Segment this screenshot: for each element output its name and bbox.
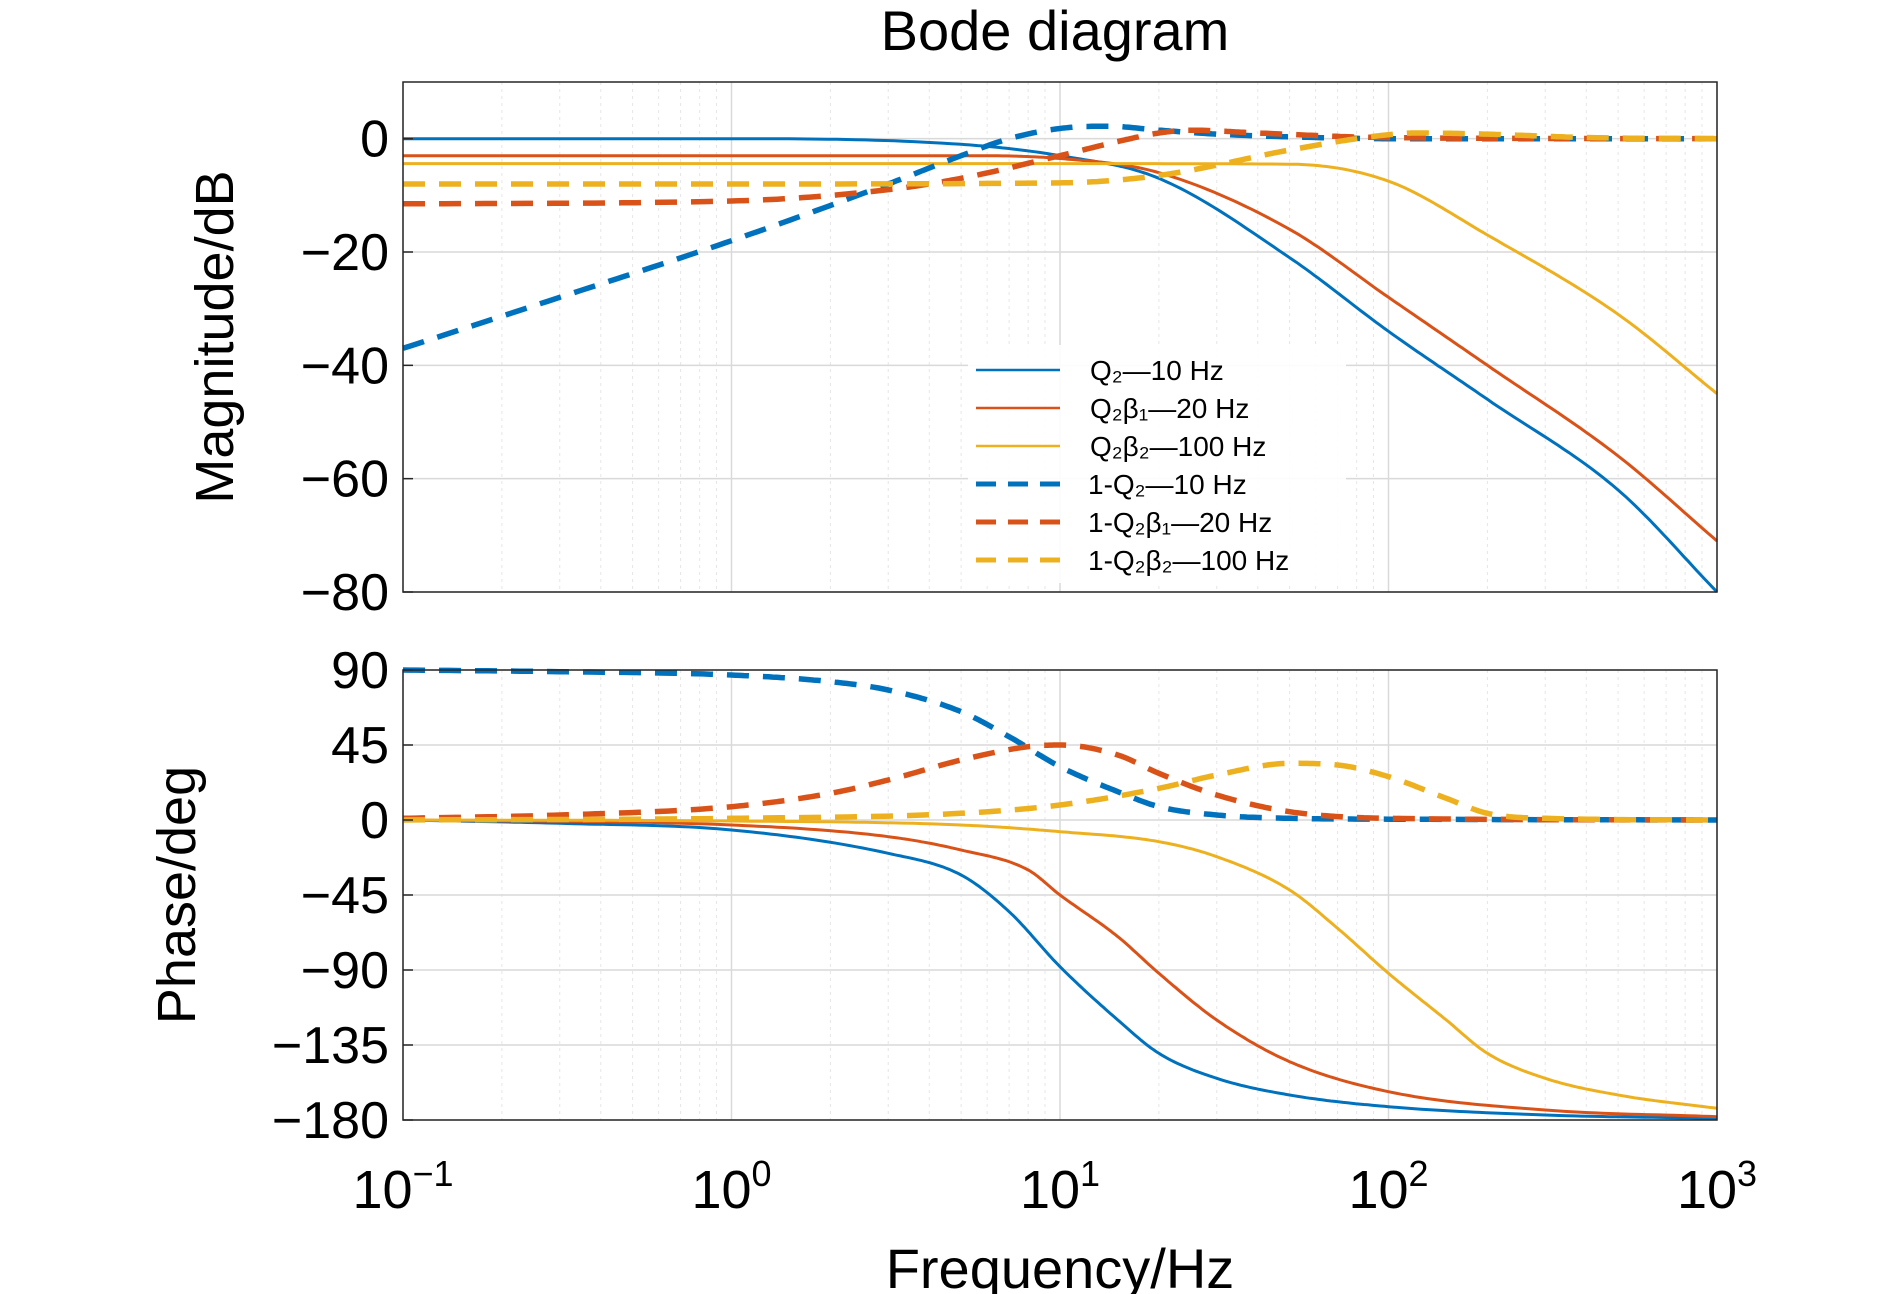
legend-entry: Q₂β₂—100 Hz [1090,431,1266,462]
phase-y-tick-label: −45 [301,867,389,925]
phase-y-ticks: 90 45 0 −45 −90 −135 −180 [272,642,413,1150]
legend-entry: 1-Q₂β₂—100 Hz [1088,545,1289,576]
phase-series [402,667,1718,1120]
magnitude-y-tick-label: −60 [301,451,389,509]
phase-y-label: Phase/deg [147,766,207,1024]
magnitude-plot-frame [402,81,1718,593]
phase-series-line [402,742,1717,823]
magnitude-y-tick-label: 0 [360,111,389,169]
legend-entry: Q₂—10 Hz [1090,355,1224,386]
phase-y-tick-label: −135 [272,1017,389,1075]
phase-y-tick-label: −180 [272,1092,389,1150]
magnitude-series [402,123,1719,594]
phase-series-line [402,818,1718,1119]
magnitude-y-tick-label: −20 [301,224,389,282]
magnitude-y-tick-label: −80 [301,564,389,622]
legend-entry: 1-Q₂—10 Hz [1088,469,1247,500]
x-tick-label: 100 [691,1153,771,1220]
legend-entry: Q₂β₁—20 Hz [1090,393,1249,424]
magnitude-series-line [403,162,1718,395]
magnitude-series-line [403,130,1718,187]
x-tick-label: 103 [1677,1153,1757,1220]
phase-y-tick-label: 90 [331,642,389,700]
phase-y-tick-label: −90 [301,942,389,1000]
magnitude-series-line [403,154,1718,543]
legend-box [968,345,1346,583]
phase-series-line [402,818,1718,1120]
phase-panel: 90 45 0 −45 −90 −135 −180 10−1 100 101 102 103 Pha… [147,642,1757,1294]
phase-y-tick-label: 45 [331,717,389,775]
magnitude-y-label: Magnitude/dB [185,170,245,503]
chart-title: Bode diagram [881,0,1230,62]
phase-series-line [402,667,1717,823]
frequency-x-ticks: 10−1 100 101 102 103 [352,1153,1757,1220]
x-axis-label: Frequency/Hz [886,1237,1235,1294]
x-tick-label: 102 [1348,1153,1428,1220]
legend: Q₂—10 Hz Q₂β₁—20 Hz Q₂β₂—100 Hz 1-Q₂—10 Hz 1… [968,345,1346,583]
phase-series-line [402,760,1717,823]
x-tick-label: 10−1 [352,1153,453,1220]
phase-y-tick-label: 0 [360,792,389,850]
magnitude-panel: 0 −20 −40 −60 −80 Magnitude/dB Q₂—10 Hz Q₂β₁—… [185,81,1719,622]
phase-series-line [403,818,1718,1110]
magnitude-y-ticks: 0 −20 −40 −60 −80 [301,111,413,622]
x-tick-label: 101 [1020,1153,1100,1220]
legend-entry: 1-Q₂β₁—20 Hz [1088,507,1272,538]
magnitude-series-line [403,137,1719,594]
magnitude-y-tick-label: −40 [301,337,389,395]
